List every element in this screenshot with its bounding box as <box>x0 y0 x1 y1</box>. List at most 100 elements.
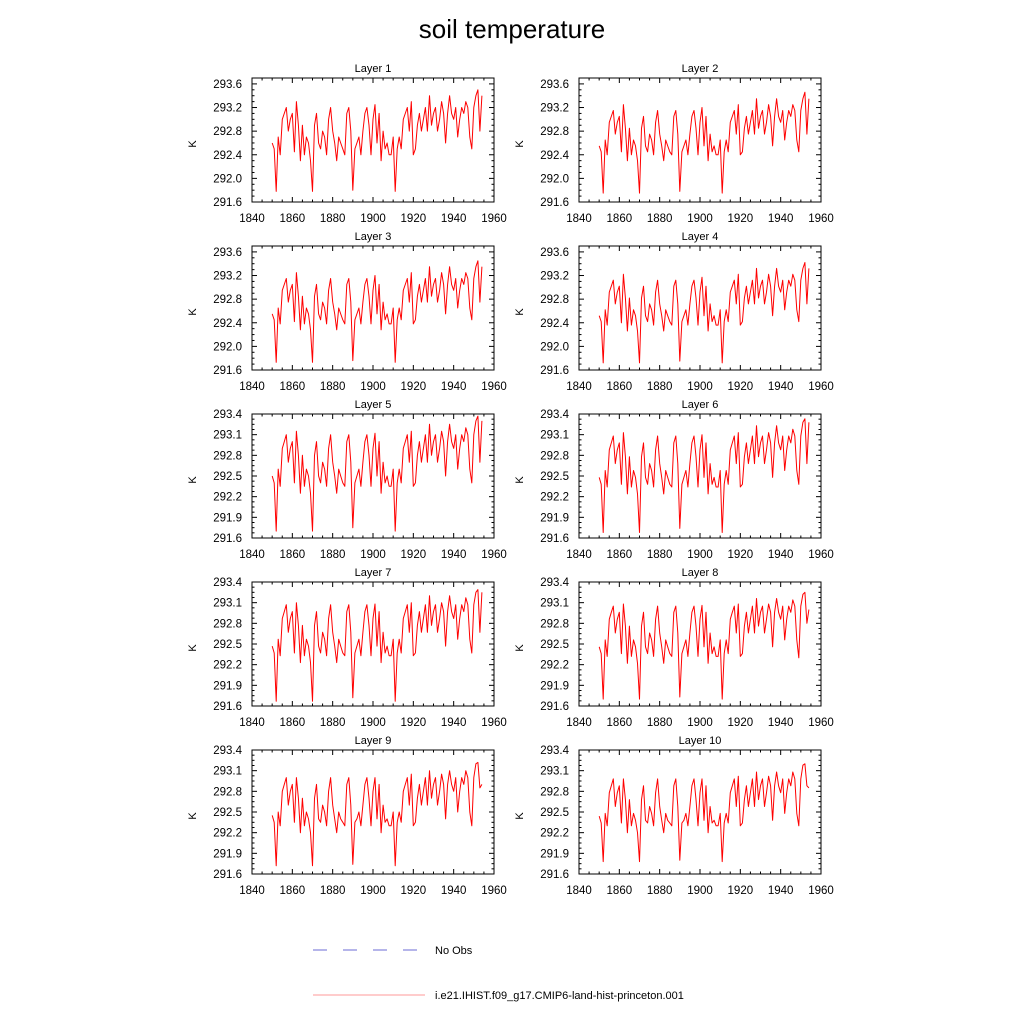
y-axis-label: K <box>514 476 526 484</box>
y-tick-label: 291.9 <box>540 680 569 692</box>
y-tick-label: 292.4 <box>213 318 242 330</box>
y-tick-label: 291.6 <box>213 365 242 377</box>
y-tick-label: 293.1 <box>540 430 569 442</box>
x-tick-label: 1940 <box>441 549 467 561</box>
x-tick-label: 1960 <box>481 549 507 561</box>
y-tick-label: 293.6 <box>540 247 569 259</box>
panel-title: Layer 7 <box>355 567 392 579</box>
x-tick-label: 1840 <box>566 381 592 393</box>
x-tick-label: 1960 <box>481 885 507 897</box>
y-tick-label: 293.1 <box>540 598 569 610</box>
x-tick-label: 1920 <box>728 717 754 729</box>
y-tick-label: 292.8 <box>540 450 569 462</box>
legend-label: No Obs <box>435 945 473 957</box>
x-tick-label: 1880 <box>647 885 673 897</box>
y-tick-label: 292.2 <box>213 828 242 840</box>
legend: No Obs i.e21.IHIST.f09_g17.CMIP6-land-his… <box>313 945 684 1002</box>
y-tick-label: 292.8 <box>213 294 242 306</box>
x-tick-label: 1900 <box>360 885 386 897</box>
x-tick-label: 1960 <box>481 213 507 225</box>
x-tick-label: 1900 <box>360 381 386 393</box>
y-tick-label: 293.1 <box>213 766 242 778</box>
y-tick-label: 292.8 <box>540 126 569 138</box>
x-tick-label: 1860 <box>280 213 306 225</box>
x-tick-label: 1860 <box>280 885 306 897</box>
y-tick-label: 293.4 <box>213 409 242 421</box>
y-tick-label: 292.4 <box>213 150 242 162</box>
x-tick-label: 1880 <box>647 549 673 561</box>
x-tick-label: 1880 <box>647 717 673 729</box>
x-tick-label: 1900 <box>687 717 713 729</box>
y-tick-label: 292.8 <box>213 450 242 462</box>
y-tick-label: 292.2 <box>213 492 242 504</box>
y-tick-label: 292.5 <box>213 471 242 483</box>
x-tick-label: 1940 <box>768 549 794 561</box>
x-tick-label: 1920 <box>401 213 427 225</box>
x-tick-label: 1860 <box>607 381 633 393</box>
x-tick-label: 1900 <box>687 549 713 561</box>
x-tick-label: 1860 <box>607 549 633 561</box>
x-tick-label: 1940 <box>441 213 467 225</box>
y-axis-label: K <box>187 644 199 652</box>
y-tick-label: 291.6 <box>540 533 569 545</box>
y-tick-label: 292.0 <box>213 173 242 185</box>
panel-8: Layer 8 K 1840 1860 1880 1900 1920 1940 1960 293.… <box>514 567 834 729</box>
y-tick-label: 292.4 <box>540 150 569 162</box>
series-line <box>271 415 483 532</box>
x-tick-label: 1860 <box>280 381 306 393</box>
y-tick-label: 292.8 <box>213 126 242 138</box>
panel-9: Layer 9 K 1840 1860 1880 1900 1920 1940 1960 293.… <box>187 735 507 897</box>
y-tick-label: 293.2 <box>213 271 242 283</box>
panel-10: Layer 10 K 1840 1860 1880 1900 1920 1940 1960 293… <box>514 735 834 897</box>
y-tick-label: 293.2 <box>540 271 569 283</box>
x-tick-label: 1920 <box>401 885 427 897</box>
legend-item: No Obs <box>313 945 473 957</box>
x-tick-label: 1880 <box>647 381 673 393</box>
x-tick-label: 1880 <box>320 885 346 897</box>
y-tick-label: 292.2 <box>540 492 569 504</box>
panel-2: Layer 2 K 1840 1860 1880 1900 1920 1940 1960 293.… <box>514 63 834 225</box>
x-tick-label: 1900 <box>687 381 713 393</box>
y-tick-label: 293.4 <box>540 409 569 421</box>
y-tick-label: 292.0 <box>213 341 242 353</box>
panel-1: Layer 1 K 1840 1860 1880 1900 1920 1940 1960 293.… <box>187 63 507 225</box>
panel-title: Layer 10 <box>679 735 722 747</box>
x-tick-label: 1880 <box>320 213 346 225</box>
y-tick-label: 292.0 <box>540 173 569 185</box>
x-tick-label: 1920 <box>401 717 427 729</box>
x-tick-label: 1840 <box>239 717 265 729</box>
y-tick-label: 291.6 <box>540 701 569 713</box>
panel-title: Layer 5 <box>355 399 392 411</box>
x-tick-label: 1860 <box>280 717 306 729</box>
legend-label: i.e21.IHIST.f09_g17.CMIP6-land-hist-prin… <box>435 990 684 1002</box>
y-tick-label: 292.0 <box>540 341 569 353</box>
y-tick-label: 291.9 <box>213 512 242 524</box>
panel-title: Layer 1 <box>355 63 392 75</box>
y-tick-label: 293.6 <box>213 247 242 259</box>
series-line <box>271 89 483 192</box>
x-tick-label: 1940 <box>441 885 467 897</box>
x-tick-label: 1940 <box>768 213 794 225</box>
x-tick-label: 1900 <box>687 213 713 225</box>
y-tick-label: 291.6 <box>213 533 242 545</box>
y-axis-label: K <box>187 140 199 148</box>
legend-item: i.e21.IHIST.f09_g17.CMIP6-land-hist-prin… <box>313 990 684 1002</box>
x-tick-label: 1880 <box>320 381 346 393</box>
y-tick-label: 293.6 <box>540 79 569 91</box>
plot-frame <box>578 413 822 539</box>
x-tick-label: 1840 <box>566 549 592 561</box>
x-tick-label: 1940 <box>768 717 794 729</box>
x-tick-label: 1840 <box>239 381 265 393</box>
plot-frame <box>578 581 822 707</box>
x-tick-label: 1900 <box>360 549 386 561</box>
panel-title: Layer 3 <box>355 231 392 243</box>
x-tick-label: 1840 <box>239 549 265 561</box>
y-tick-label: 293.1 <box>213 598 242 610</box>
panel-title: Layer 2 <box>682 63 719 75</box>
y-tick-label: 291.6 <box>540 365 569 377</box>
x-tick-label: 1840 <box>566 717 592 729</box>
y-tick-label: 293.6 <box>213 79 242 91</box>
series-line <box>271 260 483 363</box>
x-tick-label: 1840 <box>566 213 592 225</box>
